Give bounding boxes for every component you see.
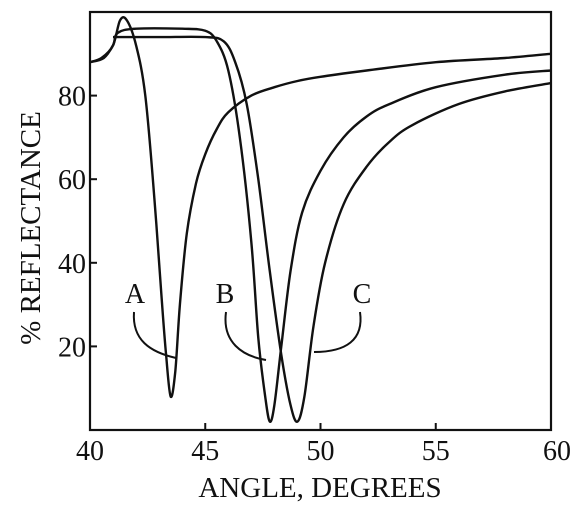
series-line-b	[89, 27, 552, 424]
plot-frame	[88, 10, 553, 432]
callout-leader-c	[313, 311, 362, 353]
callout-leader-b	[224, 311, 267, 361]
x-axis-ticks: 40 45 50 55 60	[76, 423, 571, 467]
y-axis-label: % REFLECTANCE	[15, 111, 47, 345]
plot-border	[88, 10, 553, 432]
callout-label-c: C	[353, 279, 372, 310]
y-tick-label: 60	[58, 165, 86, 196]
x-tick-label: 45	[191, 436, 219, 467]
y-tick-label: 40	[58, 249, 86, 280]
y-axis-ticks: 20 40 60 80	[58, 82, 97, 363]
x-tick-label: 50	[307, 436, 335, 467]
y-tick-label: 80	[58, 82, 86, 113]
y-tick-label: 20	[58, 332, 86, 363]
callout-label-a: A	[125, 279, 146, 310]
series-lines	[89, 16, 552, 424]
series-line-c	[113, 35, 552, 423]
x-tick-label: 60	[543, 436, 571, 467]
x-tick-label: 55	[422, 436, 450, 467]
x-tick-label: 40	[76, 436, 104, 467]
series-callouts: A B C	[125, 279, 372, 361]
series-line-a	[89, 16, 552, 399]
callout-label-b: B	[216, 279, 235, 310]
callout-leader-a	[132, 311, 177, 359]
x-axis-label: ANGLE, DEGREES	[198, 472, 441, 504]
